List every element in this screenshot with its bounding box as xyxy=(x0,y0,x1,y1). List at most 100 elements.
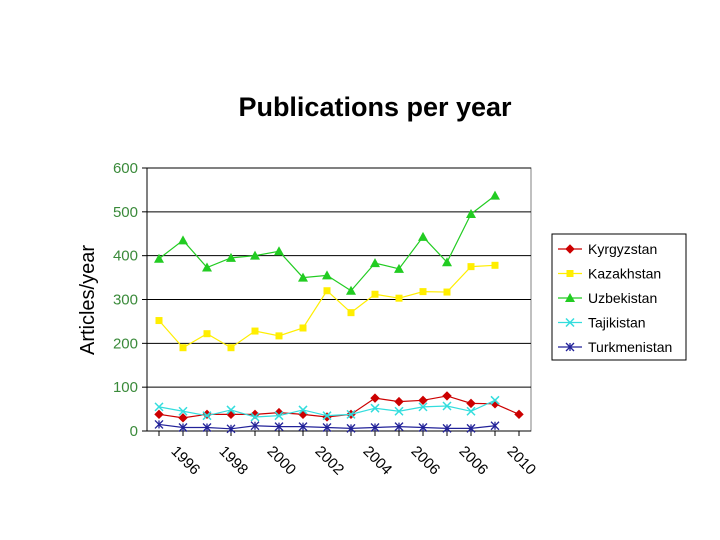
data-point xyxy=(370,423,380,432)
y-tick-label: 200 xyxy=(113,335,138,352)
data-point xyxy=(202,411,212,421)
data-point xyxy=(490,190,500,200)
y-tick-label: 100 xyxy=(113,379,138,396)
data-point xyxy=(442,391,452,401)
data-point xyxy=(154,409,164,420)
data-point xyxy=(419,288,427,296)
y-tick-label: 600 xyxy=(113,160,138,177)
data-point xyxy=(203,330,211,338)
x-tick-label: 2004 xyxy=(360,443,396,479)
legend-entry: Uzbekistan xyxy=(558,290,657,306)
gridlines xyxy=(147,167,531,388)
x-tick-label: 2000 xyxy=(264,443,300,479)
x-tick-label: 2006 xyxy=(456,443,492,479)
y-tick-label: 300 xyxy=(113,292,138,309)
data-point xyxy=(466,398,476,409)
data-point xyxy=(250,412,260,422)
legend-entry: Kyrgyzstan xyxy=(558,241,657,257)
data-point xyxy=(394,263,404,273)
data-point xyxy=(370,258,380,268)
data-point xyxy=(298,272,308,282)
data-point xyxy=(178,423,188,432)
series-line xyxy=(158,395,520,419)
legend-entry: Kazakhstan xyxy=(558,266,661,282)
data-point xyxy=(154,253,164,263)
data-point xyxy=(202,423,212,432)
x-tick-label: 2002 xyxy=(312,443,348,479)
legend-entry: Turkmenistan xyxy=(558,339,672,355)
data-point xyxy=(442,401,452,411)
data-point xyxy=(250,250,260,260)
y-tick-label: 500 xyxy=(113,204,138,221)
data-point xyxy=(275,332,283,340)
x-tick-label: 2006 xyxy=(408,443,444,479)
data-point xyxy=(154,419,164,429)
legend-label: Kazakhstan xyxy=(588,266,661,282)
data-point xyxy=(466,209,476,219)
data-point xyxy=(178,235,188,245)
legend-label: Tajikistan xyxy=(588,315,646,331)
data-point xyxy=(202,262,212,272)
data-point xyxy=(394,396,404,407)
data-point xyxy=(346,285,356,295)
data-point xyxy=(466,423,476,433)
series-tajikistan xyxy=(154,395,500,422)
x-tick-label: 2010 xyxy=(504,443,540,479)
legend: Kyrgyzstan Kazakhstan Uzbekistan Tajikistan… xyxy=(551,233,687,361)
data-point xyxy=(323,287,331,295)
data-point xyxy=(274,246,284,256)
data-point xyxy=(226,405,236,415)
data-point xyxy=(466,406,476,416)
data-point xyxy=(227,344,235,352)
data-point xyxy=(442,257,452,267)
data-point xyxy=(347,309,355,317)
data-point xyxy=(491,261,499,269)
data-point xyxy=(274,422,284,432)
data-point xyxy=(154,402,164,412)
data-point xyxy=(514,409,524,420)
data-point xyxy=(370,403,380,413)
series-turkmenistan xyxy=(154,419,500,434)
series-uzbekistan xyxy=(154,190,500,295)
data-point xyxy=(346,409,356,419)
x-tick-label: 1998 xyxy=(216,443,252,479)
data-point xyxy=(442,423,452,433)
data-point xyxy=(467,263,475,271)
data-point xyxy=(226,252,236,262)
x-tick-label: 1996 xyxy=(168,443,204,479)
series-lines xyxy=(154,190,524,434)
data-point xyxy=(370,393,380,403)
data-point xyxy=(395,294,403,302)
legend-label: Kyrgyzstan xyxy=(588,241,657,257)
data-point xyxy=(418,395,428,406)
legend-label: Uzbekistan xyxy=(588,290,657,306)
data-point xyxy=(443,288,451,296)
legend-box xyxy=(551,233,687,361)
data-point xyxy=(490,395,500,405)
data-point xyxy=(565,244,575,254)
data-point xyxy=(274,411,284,421)
data-point xyxy=(371,290,379,298)
series-kazakhstan xyxy=(155,261,499,352)
data-point xyxy=(178,413,188,423)
legend-label: Turkmenistan xyxy=(588,339,672,355)
data-point xyxy=(490,421,500,431)
data-point xyxy=(322,423,332,432)
data-point xyxy=(250,421,260,431)
data-point xyxy=(298,422,308,432)
data-point xyxy=(566,270,574,277)
data-point xyxy=(565,342,575,352)
data-point xyxy=(322,411,332,421)
y-tick-label: 400 xyxy=(113,248,138,265)
legend-entry: Tajikistan xyxy=(558,315,646,331)
data-point xyxy=(394,406,404,416)
data-point xyxy=(565,317,575,328)
data-point xyxy=(394,422,404,432)
y-tick-label: 0 xyxy=(130,423,138,440)
data-point xyxy=(418,423,428,432)
data-point xyxy=(251,327,259,335)
data-point xyxy=(178,406,188,416)
data-point xyxy=(565,293,575,302)
data-point xyxy=(346,423,356,433)
